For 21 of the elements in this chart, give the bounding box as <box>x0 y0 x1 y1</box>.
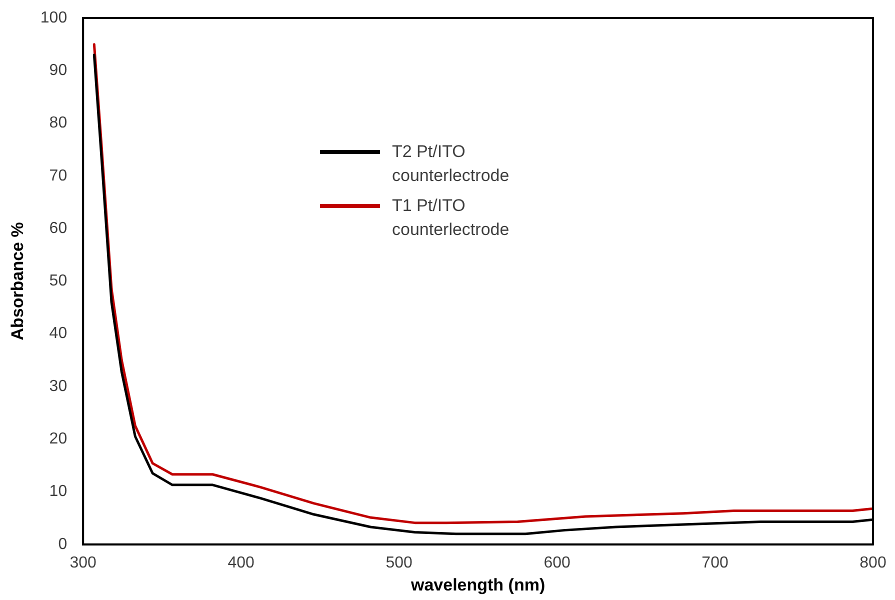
y-tick-label: 0 <box>58 536 68 553</box>
y-tick-label: 20 <box>49 430 68 448</box>
x-tick-label: 700 <box>702 554 728 572</box>
x-axis-title: wavelength (nm) <box>410 575 546 594</box>
y-tick-label: 40 <box>49 325 68 342</box>
x-tick-label: 800 <box>860 554 886 572</box>
x-tick-label: 600 <box>544 554 570 572</box>
y-tick-label: 100 <box>40 9 68 26</box>
y-tick-label: 60 <box>49 220 68 237</box>
y-tick-label: 50 <box>49 272 68 290</box>
y-axis-title: Absorbance % <box>8 222 27 340</box>
legend-label: T2 Pt/ITO counterlectrode <box>392 141 510 187</box>
x-tick-label: 500 <box>386 554 413 572</box>
legend-label: T1 Pt/ITO counterlectrode <box>392 195 510 241</box>
y-tick-label: 10 <box>49 483 68 500</box>
y-tick-label: 30 <box>49 378 68 395</box>
y-tick-label: 70 <box>49 167 68 184</box>
y-tick-label: 90 <box>49 62 68 80</box>
y-tick-label: 80 <box>49 114 68 132</box>
x-tick-label: 300 <box>70 554 97 572</box>
x-tick-label: 400 <box>228 554 255 572</box>
